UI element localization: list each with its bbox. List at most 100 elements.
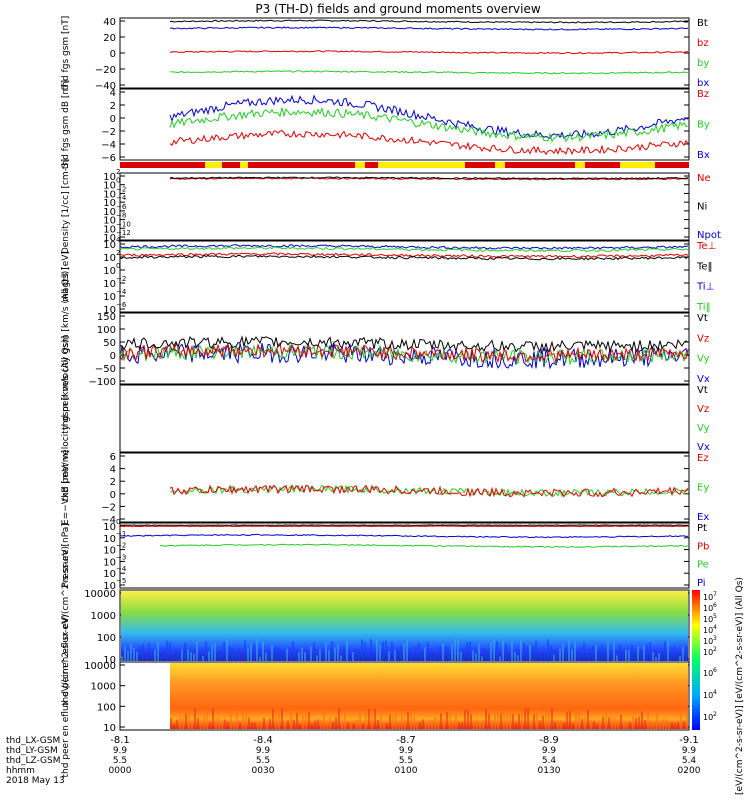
spectrogram-column [593, 720, 595, 729]
spectrogram-column [172, 653, 174, 661]
spectrogram-column [686, 710, 688, 729]
spectrogram-column [467, 710, 469, 729]
colorbar-tick: 10 [703, 626, 713, 635]
spectrogram-column [187, 649, 189, 661]
spectrogram-column [326, 723, 328, 729]
ytick-label: 10 [103, 216, 116, 227]
spectrogram-column [551, 708, 553, 729]
ytick-exponent: −8 [116, 212, 126, 220]
spectrogram-column [590, 720, 592, 729]
spectrogram-column [478, 643, 480, 661]
ytick-label: 100 [97, 325, 116, 336]
spectrogram-column [508, 656, 510, 661]
xtick-lx: -9.1 [679, 735, 699, 746]
spectrogram-column [305, 714, 307, 729]
spectrogram-column [605, 711, 607, 729]
spectrogram-column [407, 711, 409, 729]
ytick-label: 10 [103, 172, 116, 183]
colorbar-exp: 6 [713, 602, 717, 609]
spectrogram-image [170, 663, 688, 729]
spectrogram-column [637, 646, 639, 661]
spectrogram-column [184, 642, 186, 661]
spectrogram-column [350, 721, 352, 729]
colorbar-label: [eV/(cm^2-s-sr-eV)] [eV/(cm^2-s-sr-eV)] … [735, 577, 745, 795]
spectrogram-column [491, 719, 493, 729]
ytick-label: 10 [103, 723, 116, 734]
spectrogram-column [683, 720, 685, 729]
spectrogram-column [385, 640, 387, 661]
panel-frame [119, 172, 690, 241]
ytick-label: 40 [103, 17, 116, 28]
ytick-label: 1000 [91, 682, 116, 693]
spectrogram-column [625, 649, 627, 661]
spectrogram-column [376, 639, 378, 661]
series-Vt [120, 335, 689, 354]
spectrogram-column [652, 652, 654, 661]
spectrogram-column [197, 718, 199, 729]
spectrogram-column [352, 652, 354, 661]
panel-ylabel: thd peer velocity gsm [km/s (All Qs)] [61, 336, 71, 502]
panel-6: thd peer velocity gsm [km/s (All Qs)] VtV… [61, 336, 710, 502]
xtick-hhmm: 0030 [252, 766, 275, 776]
spectrogram-column [560, 720, 562, 729]
spectrogram-column [427, 642, 429, 661]
spectrogram-column [412, 651, 414, 661]
spectrogram-column [202, 655, 204, 661]
spectrogram-column [493, 639, 495, 661]
spectrogram-column [338, 708, 340, 729]
spectrogram-column [251, 722, 253, 729]
ytick-label: 2 [110, 477, 116, 488]
spectrogram-column [304, 652, 306, 661]
spectrogram-column [571, 649, 573, 661]
panel-7: E=−VxB [mV/m] 6 42 0−2 −4 Ez Ey Ex [61, 450, 709, 526]
spectrogram-column [250, 643, 252, 661]
x-row-label: thd_LY-GSM [6, 746, 58, 756]
ytick-exponent: −2 [116, 185, 126, 193]
ytick-label: −20 [95, 65, 116, 76]
spectrogram-column [268, 654, 270, 661]
ytick-label: 10 [103, 181, 116, 192]
spectrogram-column [313, 642, 315, 661]
spectrogram-column [256, 639, 258, 661]
colorbar-tick: 10 [703, 637, 713, 646]
spectrogram-column [608, 717, 610, 729]
spectrogram-column [181, 649, 183, 661]
spectrogram-column [380, 708, 382, 729]
spectrogram-column [287, 720, 289, 729]
x-row-label: 2018 May 13 [6, 776, 65, 786]
spectrogram-column [533, 714, 535, 729]
spectrogram-column [598, 648, 600, 661]
spectrogram-column [413, 717, 415, 729]
spectrogram-column [365, 711, 367, 729]
spectrogram-column [241, 656, 243, 661]
colorbar-tick: 10 [703, 669, 713, 678]
spectrogram-column [526, 645, 528, 661]
spectrogram-column [154, 649, 156, 661]
spectrogram-column [418, 643, 420, 661]
spectrogram-column [356, 719, 358, 729]
ytick-label: 6 [110, 452, 116, 463]
ytick-label: 1000 [91, 611, 116, 622]
spectrogram-column [215, 718, 217, 729]
spectrogram-column [382, 641, 384, 661]
spectrogram-column [320, 720, 322, 729]
spectrogram-column [499, 656, 501, 661]
xtick-lz: 5.5 [256, 756, 270, 766]
spectrogram-column [179, 716, 181, 729]
spectrogram-column [239, 722, 241, 729]
legend-entry: Te‖ [696, 261, 713, 272]
spectrogram-column [170, 718, 172, 729]
spectrogram-column [373, 651, 375, 661]
spectrogram-column [206, 710, 208, 729]
spectrogram-column [271, 645, 273, 661]
spectrogram-column [481, 656, 483, 661]
series-Pb [119, 525, 689, 528]
spectrogram-column [472, 650, 474, 661]
spectrogram-column [641, 711, 643, 729]
spectrogram-column [655, 656, 657, 661]
ytick-label: −40 [95, 81, 116, 92]
spectrogram-column [253, 643, 255, 661]
panel-9: thd peir en eflux eV/(cm^2-s-sr-eV) 10000… [61, 546, 690, 706]
spectrogram-column [616, 655, 618, 661]
